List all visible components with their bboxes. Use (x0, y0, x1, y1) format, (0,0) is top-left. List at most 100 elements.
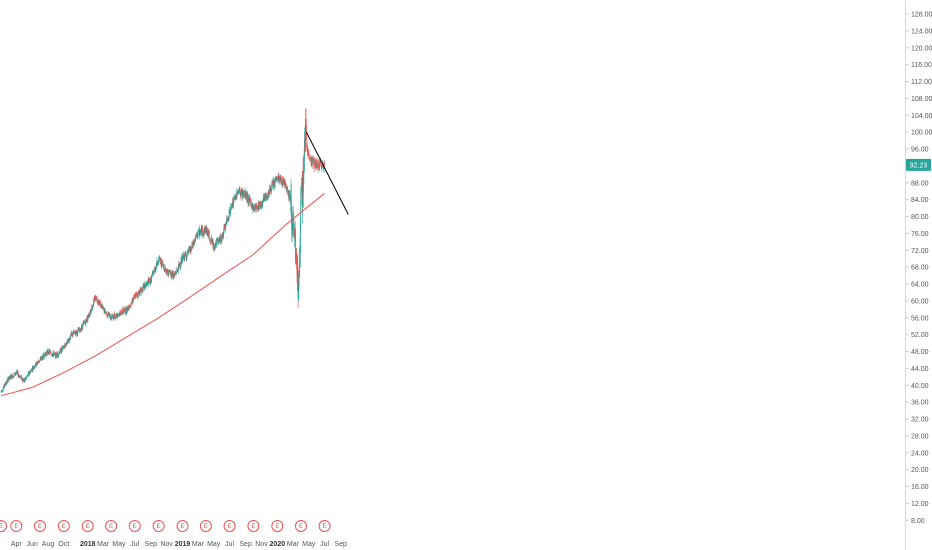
candle (226, 218, 228, 223)
candle (199, 228, 201, 240)
x-tick-label: Jun (27, 541, 38, 548)
candle (13, 374, 15, 379)
candle (168, 272, 170, 276)
candle (156, 260, 158, 264)
earnings-marker[interactable]: E (0, 520, 7, 532)
x-tick-label: May (112, 541, 126, 548)
candle (134, 294, 136, 297)
candle (28, 370, 29, 378)
candle (127, 305, 129, 313)
earnings-marker[interactable]: E (223, 520, 236, 532)
earnings-marker[interactable]: E (10, 520, 23, 532)
candle (306, 141, 308, 151)
candle (238, 190, 240, 195)
y-tick-label: 48.00 (911, 349, 929, 356)
x-tick-label: Jul (225, 541, 234, 548)
candle (260, 200, 262, 206)
candle (197, 230, 199, 235)
x-tick-label: Aug (42, 541, 55, 548)
earnings-marker[interactable]: E (81, 520, 94, 532)
candle (248, 193, 250, 207)
earnings-marker[interactable]: E (247, 520, 260, 532)
candle (58, 352, 60, 359)
earnings-marker[interactable]: E (33, 520, 46, 532)
candle (272, 178, 274, 189)
y-tick-label: 36.00 (911, 400, 929, 407)
candle (281, 175, 283, 189)
x-tick-label: Apr (11, 541, 23, 548)
candle (320, 163, 322, 168)
svg-text:E: E (38, 524, 42, 530)
candle (9, 374, 11, 380)
candle (193, 238, 195, 247)
x-tick-label: 2020 (270, 541, 286, 548)
candle (312, 155, 314, 170)
trendline-segment[interactable] (305, 131, 349, 215)
last-price-label: 92.23 (910, 162, 928, 169)
trendline[interactable] (305, 131, 349, 215)
svg-text:E: E (251, 524, 255, 530)
candle (316, 157, 318, 167)
earnings-marker[interactable]: E (105, 520, 118, 532)
candle (66, 341, 68, 347)
candle (268, 193, 270, 197)
svg-text:E: E (323, 524, 327, 530)
candle (223, 223, 225, 235)
candle (90, 310, 92, 314)
candle (102, 307, 104, 309)
candle (271, 180, 273, 191)
time-axis[interactable]: Apr Jun Aug Oct 2018 Mar May Jul Sep Nov 2019 Mar Ma… (11, 541, 347, 548)
price-axis[interactable]: 128.00 124.00 120.00 116.00 112.00 108.00 104.… (905, 12, 932, 525)
svg-text:E: E (275, 524, 279, 530)
candle (208, 228, 210, 240)
candle (61, 347, 63, 351)
candle (119, 309, 121, 316)
candle (182, 252, 183, 264)
y-tick-label: 96.00 (911, 147, 929, 154)
earnings-marker[interactable]: E (318, 520, 331, 532)
earnings-marker[interactable]: E (271, 520, 284, 532)
candle (138, 289, 140, 297)
candle (212, 237, 214, 250)
candle (243, 189, 245, 199)
earnings-marker[interactable]: E (176, 520, 189, 532)
candle (121, 311, 122, 316)
candle (220, 234, 222, 245)
x-tick-label: Sep (334, 541, 347, 548)
candle (26, 376, 28, 379)
candle (96, 299, 98, 304)
earnings-marker[interactable]: E (128, 520, 141, 532)
x-tick-label: 2018 (80, 541, 96, 548)
candle (104, 309, 106, 314)
candle (314, 167, 316, 169)
candle (319, 158, 321, 171)
candle (230, 203, 232, 214)
candle (161, 258, 163, 265)
candle (236, 193, 238, 199)
candle (174, 272, 176, 278)
moving-average (0, 192, 325, 397)
candle (82, 323, 84, 330)
candle (92, 305, 93, 311)
svg-text:E: E (86, 524, 90, 530)
candle (4, 385, 6, 389)
candle (285, 182, 287, 190)
candle (290, 183, 292, 221)
earnings-marker[interactable]: E (294, 520, 307, 532)
candle (109, 312, 111, 319)
candle (46, 350, 48, 358)
x-tick-label: May (207, 541, 221, 548)
candle (324, 160, 325, 167)
svg-text:E: E (14, 524, 18, 530)
earnings-marker[interactable]: E (199, 520, 212, 532)
candle (308, 154, 310, 159)
earnings-marker[interactable]: E (57, 520, 70, 532)
y-tick-label: 76.00 (911, 231, 929, 238)
x-tick-label: Mar (287, 541, 300, 548)
x-tick-label: May (302, 541, 316, 548)
candle (25, 375, 27, 380)
earnings-marker[interactable]: E (152, 520, 165, 532)
candle (142, 284, 144, 294)
y-tick-label: 56.00 (911, 315, 929, 322)
